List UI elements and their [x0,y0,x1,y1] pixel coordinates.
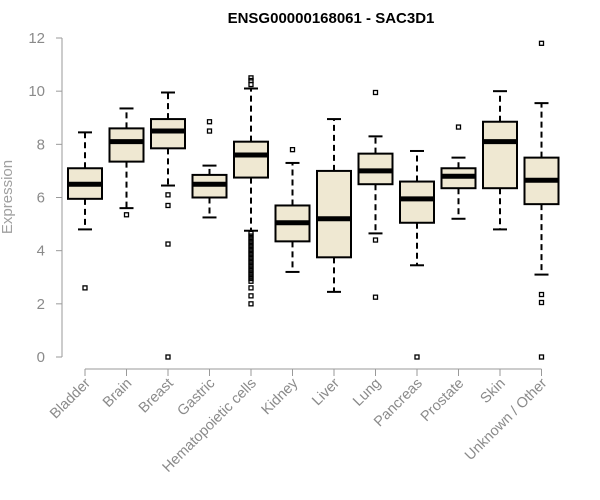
outlier-point [165,192,171,198]
outlier-point [248,293,254,299]
y-tick-label: 4 [37,243,45,260]
box-group [482,90,518,231]
y-tick-label: 2 [37,296,45,313]
outlier-point [248,236,254,242]
x-tick-label: Liver [309,375,343,409]
outlier-point [289,146,296,153]
box-group [108,107,145,218]
outlier-point [123,212,130,218]
outlier-point [248,75,254,81]
outlier-point [248,278,254,284]
outlier-point [248,270,254,276]
outlier-point [455,124,462,130]
outlier-point [248,81,254,88]
box-group [150,91,186,360]
x-tick-label: Breast [136,376,177,417]
x-tick-label: Prostate [418,376,467,425]
outlier-point [206,119,213,125]
x-tick-label: Lung [350,376,384,410]
outlier-point [248,301,254,307]
iqr-box [108,127,145,163]
iqr-box [150,118,186,150]
box-group [191,119,228,219]
iqr-box [482,120,518,190]
outlier-point [248,257,254,263]
x-tick-label: Brain [100,376,135,411]
box-group [357,89,394,300]
outlier-point [165,241,171,247]
box-group [233,75,269,307]
x-tick-label: Bladder [47,375,94,422]
outlier-point [248,267,254,274]
outlier-point [248,259,254,266]
box-group [523,40,560,360]
outlier-point [248,249,254,255]
y-tick-label: 12 [28,30,45,47]
box-group [316,118,352,293]
outlier-point [538,354,545,360]
outlier-point [372,294,379,300]
outlier-point [248,238,254,245]
y-tick-label: 6 [37,190,45,207]
y-tick-label: 8 [37,136,45,153]
outlier-point [248,275,254,282]
box-series [67,40,560,360]
outlier-point [248,285,254,291]
y-axis: 0 2 4 6 8 10 12 [28,30,63,366]
outlier-point [248,254,254,260]
outlier-point [372,237,379,243]
chart-title: ENSG00000168061 - SAC3D1 [228,10,435,27]
outlier-point [248,241,254,247]
x-tick-label: Kidney [259,375,302,418]
y-axis-label: Expression [0,160,16,234]
outlier-point [165,354,171,360]
outlier-point [165,202,171,209]
box-group [67,131,103,291]
box-group [399,149,435,360]
x-tick-label: Skin [478,376,509,407]
outlier-point [372,89,379,96]
outlier-point [248,265,254,271]
outlier-point [248,262,254,268]
iqr-box [233,140,269,179]
box-group [274,146,311,273]
outlier-point [248,233,254,239]
outlier-point [538,40,545,46]
outlier-point [82,285,88,291]
outlier-point [248,252,254,258]
outlier-point [538,299,545,306]
outlier-point [206,128,213,134]
outlier-point [414,354,420,360]
iqr-box [316,169,352,259]
outlier-point [248,246,254,252]
outlier-point [538,291,545,298]
outlier-point [248,244,254,250]
outlier-point [248,230,254,237]
box-group [440,124,477,220]
y-tick-label: 0 [37,349,45,366]
outlier-point [248,273,254,279]
iqr-box [399,180,435,224]
y-tick-label: 10 [28,83,45,100]
